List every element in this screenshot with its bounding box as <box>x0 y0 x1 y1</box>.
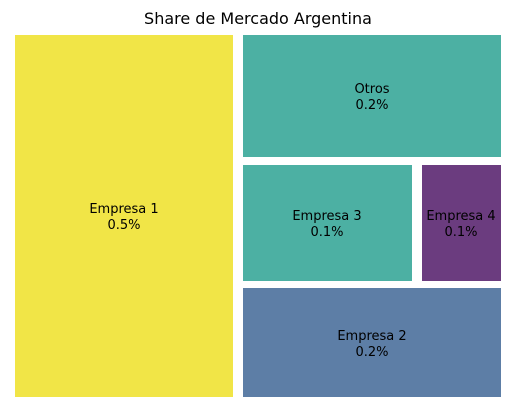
treemap-tile-label: Empresa 3 0.1% <box>292 209 361 240</box>
treemap-tile <box>243 288 501 397</box>
treemap-tiles: Empresa 1 0.5%Otros 0.2%Empresa 3 0.1%Empre… <box>15 35 501 397</box>
tile-value: 0.5% <box>107 218 140 233</box>
tile-name: Empresa 2 <box>337 329 406 344</box>
tile-name: Empresa 1 <box>89 202 158 217</box>
treemap-tile-label: Otros 0.2% <box>354 82 389 113</box>
treemap-tile <box>15 35 233 397</box>
treemap-tile <box>243 165 412 281</box>
tile-value: 0.2% <box>355 98 388 113</box>
tile-name: Otros <box>354 82 389 97</box>
treemap-tile <box>422 165 501 281</box>
chart-title: Share de Mercado Argentina <box>144 9 372 28</box>
treemap-tile-label: Empresa 2 0.2% <box>337 329 406 360</box>
tile-value: 0.1% <box>310 225 343 240</box>
treemap-tile-label: Empresa 1 0.5% <box>89 202 158 233</box>
tile-value: 0.2% <box>355 345 388 360</box>
treemap-tile <box>243 35 501 157</box>
tile-value: 0.1% <box>444 225 477 240</box>
tile-name: Empresa 3 <box>292 209 361 224</box>
treemap-tile-label: Empresa 4 0.1% <box>426 209 495 240</box>
tile-name: Empresa 4 <box>426 209 495 224</box>
